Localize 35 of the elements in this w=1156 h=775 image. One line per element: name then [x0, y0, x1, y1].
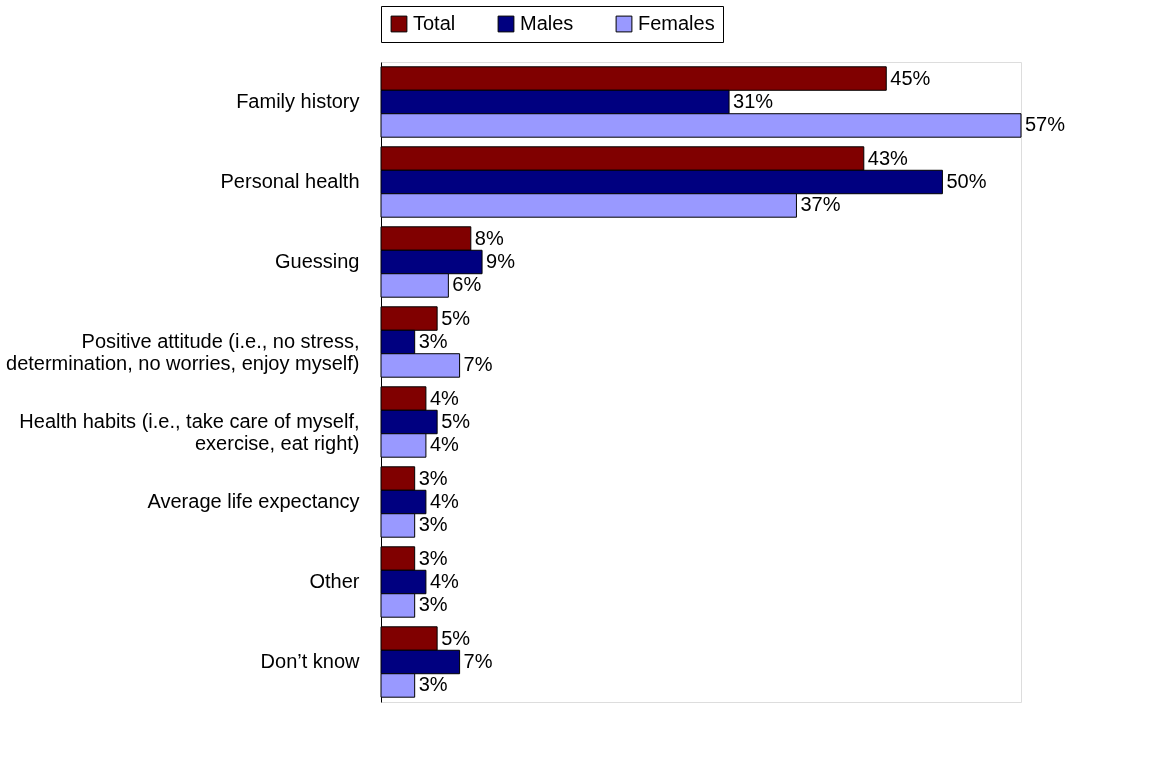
- data-label: 4%: [429, 570, 460, 592]
- y-tick-label: Positive attitude (i.e., no stress, determination, no worries, enjoy myself): [6, 330, 360, 374]
- data-label: 4%: [429, 386, 460, 409]
- data-label: 7%: [463, 353, 493, 376]
- data-label: 31%: [733, 90, 774, 112]
- data-label: 3%: [418, 513, 448, 536]
- y-tick-label: Other: [309, 570, 360, 592]
- legend-label: Females: [638, 12, 715, 34]
- data-label: 50%: [946, 170, 987, 192]
- data-label: 43%: [867, 146, 909, 169]
- y-tick-label: Family history: [236, 90, 360, 112]
- data-label: 3%: [418, 593, 448, 616]
- data-label: 57%: [1025, 113, 1066, 136]
- data-label: 5%: [441, 626, 471, 649]
- data-label: 5%: [441, 410, 471, 432]
- data-label: 4%: [429, 433, 460, 456]
- data-label: 8%: [474, 226, 504, 249]
- data-label: 37%: [800, 193, 841, 216]
- data-label: 9%: [486, 250, 516, 272]
- data-label: 7%: [463, 650, 493, 672]
- legend-label: Males: [520, 12, 574, 34]
- data-label: 3%: [418, 546, 448, 569]
- legend-label: Total: [413, 12, 456, 34]
- data-label: 45%: [890, 66, 931, 89]
- data-label: 5%: [441, 306, 471, 329]
- y-tick-label: Don’t know: [260, 650, 361, 672]
- data-label: 6%: [452, 273, 482, 296]
- data-label: 3%: [418, 330, 448, 352]
- data-label: 4%: [429, 490, 460, 512]
- data-label: 3%: [418, 466, 448, 489]
- y-tick-label: Health habits (i.e., take care of myself, exercise, eat right): [19, 410, 360, 454]
- y-tick-label: Average life expectancy: [147, 490, 360, 512]
- y-tick-label: Guessing: [275, 250, 360, 272]
- y-tick-label: Personal health: [220, 170, 360, 192]
- data-label: 3%: [418, 673, 448, 696]
